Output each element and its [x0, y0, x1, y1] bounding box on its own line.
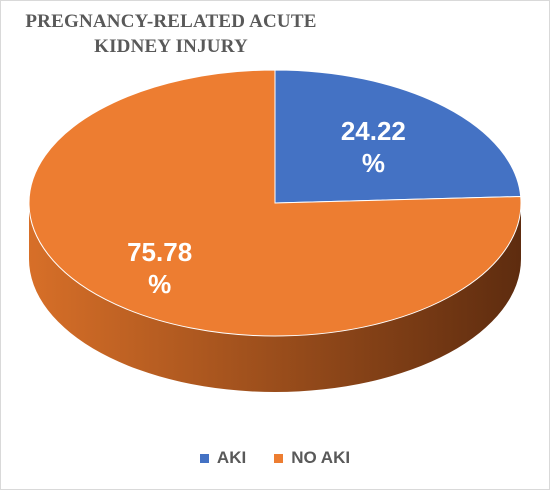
- chart-title-line-1: PREGNANCY-RELATED ACUTE: [25, 11, 317, 32]
- chart-title: PREGNANCY-RELATED ACUTE KIDNEY INJURY: [1, 9, 341, 59]
- data-label-aki: 24.22 %: [328, 115, 418, 179]
- data-label-aki-value: 24.22: [340, 116, 406, 147]
- pie-slice-aki: [274, 69, 522, 204]
- pie-tops: [28, 69, 522, 337]
- pie-sides: [29, 203, 521, 392]
- data-label-no-aki-unit: %: [148, 269, 172, 300]
- legend-entry-aki: AKI: [199, 448, 247, 468]
- legend-entry-no-aki: NO AKI: [274, 448, 350, 468]
- data-label-aki-unit: %: [361, 148, 385, 179]
- pie-chart: [28, 69, 522, 392]
- legend-label-aki: AKI: [216, 448, 247, 467]
- pie-side-no-aki: [29, 203, 521, 392]
- legend-label-no-aki: NO AKI: [291, 448, 351, 467]
- data-label-no-aki: 75.78 %: [115, 236, 205, 300]
- pie-slice-no-aki: [28, 69, 522, 337]
- legend-swatch-aki: [199, 453, 209, 463]
- legend: AKI NO AKI: [1, 448, 549, 468]
- data-label-no-aki-value: 75.78: [127, 237, 193, 268]
- chart-title-line-2: KIDNEY INJURY: [94, 36, 248, 57]
- legend-swatch-no-aki: [274, 453, 284, 463]
